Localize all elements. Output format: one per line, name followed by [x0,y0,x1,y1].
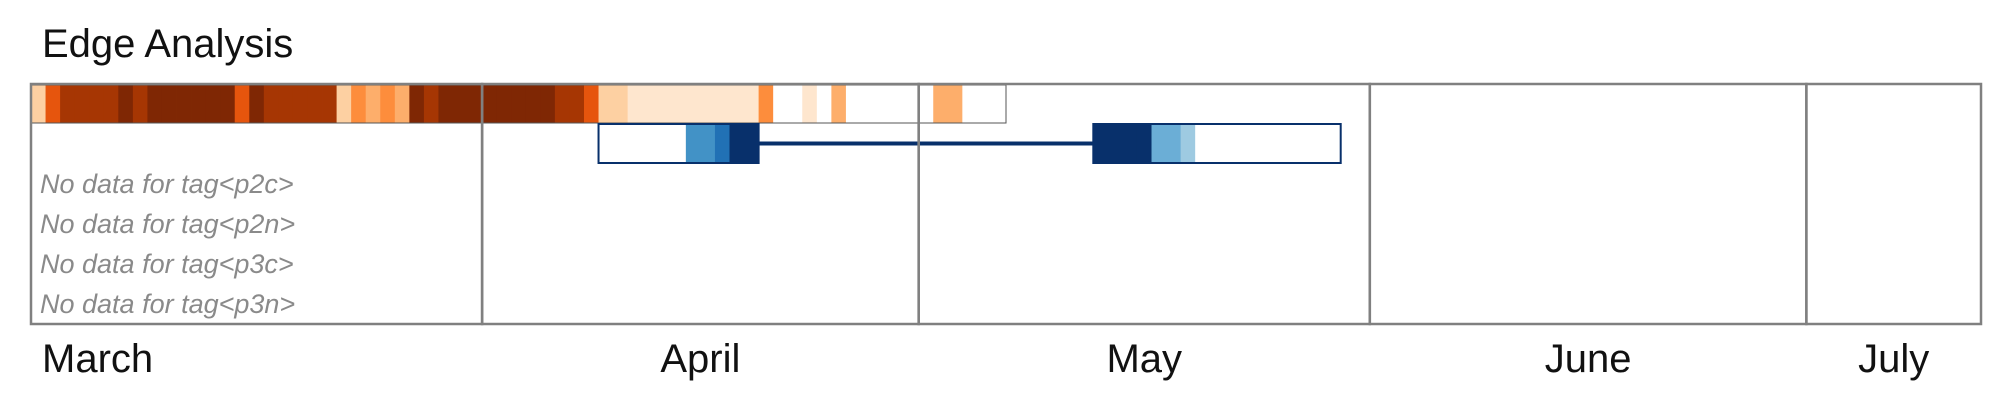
interval-cell [1195,124,1342,163]
heatmap-cell [904,85,920,123]
heatmap-cell [103,85,119,123]
interval-cell [1180,124,1196,163]
month-label: May [1106,337,1182,381]
heatmap-cell [220,85,236,123]
heatmap-cell [263,85,279,123]
month-label: April [660,337,740,381]
heatmap-cell [496,85,512,123]
no-data-message: No data for tag<p2c> [40,169,294,199]
heatmap-cell [161,85,177,123]
heatmap-cell [467,85,483,123]
heatmap-cell [642,85,658,123]
heatmap-cell [802,85,818,123]
heatmap-cell [132,85,148,123]
heatmap-cell [656,85,672,123]
heatmap-cell [933,85,949,123]
heatmap-cell [700,85,716,123]
heatmap-cell [685,85,701,123]
heatmap-cell [45,85,61,123]
month-label: June [1545,337,1632,381]
interval-cell [598,124,643,163]
month-label: July [1858,337,1929,381]
heatmap-cell [205,85,221,123]
heatmap-cell [773,85,789,123]
heatmap-cell [336,85,352,123]
heatmap-cell [380,85,396,123]
interval-cell [729,124,760,163]
heatmap-track [30,84,1007,124]
interval-track [597,123,1342,164]
no-data-message: No data for tag<p3n> [40,289,295,319]
month-label: March [42,337,153,381]
heatmap-cell [714,85,730,123]
heatmap-cell [74,85,90,123]
heatmap-cell [962,85,978,123]
heatmap-cell [322,85,337,123]
heatmap-cell [816,85,832,123]
interval-segment-border [1092,123,1342,164]
interval-cell [1093,124,1138,163]
heatmap-cell [947,85,963,123]
heatmap-cell [860,85,876,123]
heatmap-cell [118,85,134,123]
heatmap-cell [365,85,381,123]
heatmap-cell [351,85,367,123]
heatmap-cell [234,85,250,123]
heatmap-cell [976,85,992,123]
heatmap-cell [613,85,629,123]
month-labels: March April May June July [42,337,1929,381]
heatmap-cell [31,85,46,123]
heatmap-cell [292,85,308,123]
interval-cell [1136,124,1152,163]
chart-title: Edge Analysis [42,22,294,66]
heatmap-cell [729,85,745,123]
heatmap-cell [671,85,687,123]
heatmap-cell [511,85,527,123]
heatmap-cell [875,85,890,123]
heatmap-cell [394,85,410,123]
interval-cell [642,124,687,163]
heatmap-cell [60,85,76,123]
month-frame [1368,82,1808,326]
heatmap-cell [583,85,599,123]
interval-segment-border [597,123,760,164]
interval-cell [714,124,730,163]
month-frame [1805,82,1983,326]
heatmap-cell [438,85,454,123]
heatmap-cell [89,85,105,123]
heatmap-cell [569,85,585,123]
interval-cell [1151,124,1182,163]
heatmap-cell [758,85,774,123]
heatmap-cell [889,85,905,123]
month-frames [29,82,1983,326]
heatmap-cell [278,85,294,123]
heatmap-cell [627,85,643,123]
heatmap-cell [598,85,614,123]
heatmap-cell [540,85,556,123]
heatmap-cell [991,85,1007,123]
heatmap-cell [249,85,265,123]
heatmap-cell [176,85,192,123]
heatmap-cell [845,85,861,123]
heatmap-cell [482,85,498,123]
no-data-message: No data for tag<p3c> [40,249,294,279]
heatmap-cell [744,85,760,123]
heatmap-cell [831,85,847,123]
heatmap-cell [409,85,425,123]
missing-tracks: No data for tag<p2c> No data for tag<p2n>… [40,169,295,319]
heatmap-cell [147,85,163,123]
heatmap-cell [918,85,934,123]
heatmap-cell [787,85,803,123]
heatmap-cell [423,85,439,123]
no-data-message: No data for tag<p2n> [40,209,295,239]
heatmap-cell [191,85,207,123]
interval-cell [685,124,716,163]
heatmap-cell [453,85,468,123]
heatmap-cell [525,85,541,123]
heatmap-cell [554,85,570,123]
heatmap-cell [307,85,323,123]
